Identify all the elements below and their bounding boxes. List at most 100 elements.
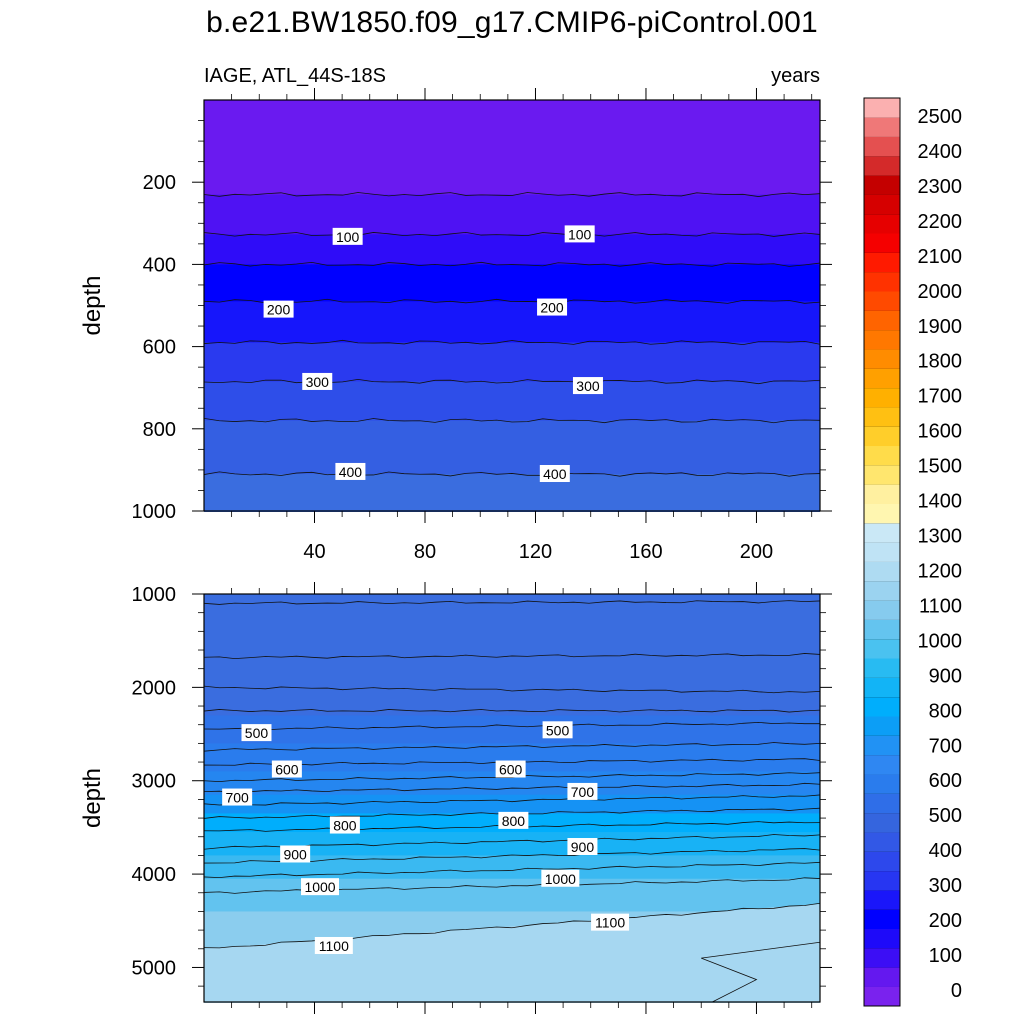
lower-contour-label: 700: [222, 788, 253, 806]
colorbar-swatch: [864, 986, 900, 1007]
lower-contour-line: [203, 902, 821, 949]
upper-band: [204, 420, 820, 476]
colorbar-swatch: [864, 754, 900, 775]
svg-text:300: 300: [576, 378, 600, 394]
colorbar-label: 900: [929, 665, 962, 687]
colorbar-label: 300: [929, 875, 962, 897]
lower-y-axis-label: depth: [79, 768, 106, 828]
colorbar-swatch: [864, 426, 900, 447]
colorbar-swatch: [864, 870, 900, 891]
colorbar-swatch: [864, 407, 900, 427]
lower-contour-line: [203, 600, 821, 605]
upper-contour-label: 300: [572, 377, 603, 395]
colorbar-swatch: [864, 793, 900, 814]
lower-contour-line: [203, 861, 821, 879]
colorbar-swatch: [864, 329, 900, 350]
svg-text:700: 700: [571, 784, 595, 800]
lower-contour-label: 600: [495, 760, 526, 778]
lower-contour-line: [203, 653, 821, 660]
upper-band: [204, 194, 820, 236]
lower-contour-label: 1100: [591, 913, 630, 931]
upper-contour-line: [203, 339, 821, 345]
colorbar-label: 2300: [918, 176, 963, 198]
colorbar-label: 1100: [919, 595, 962, 617]
colorbar-swatch: [864, 155, 900, 176]
colorbar-swatch: [864, 98, 900, 118]
upper-contour-label: 300: [302, 372, 333, 390]
upper-contour-line: [203, 192, 821, 197]
upper-band: [204, 381, 820, 422]
svg-text:1100: 1100: [319, 938, 349, 954]
lower-y-tick-label: 3000: [132, 771, 177, 793]
colorbar-swatch: [864, 561, 900, 582]
svg-text:200: 200: [540, 300, 564, 316]
upper-contour-label: 200: [537, 298, 568, 316]
lower-contour-line: [203, 772, 821, 783]
svg-text:700: 700: [225, 790, 249, 806]
colorbar-swatch: [864, 928, 900, 949]
lower-y-tick-label: 4000: [132, 864, 177, 886]
colorbar-swatch: [864, 523, 900, 543]
upper-band: [204, 474, 820, 512]
upper-y-tick-label: 1000: [132, 501, 177, 523]
colorbar-swatch: [864, 368, 900, 389]
colorbar-label: 2500: [918, 106, 963, 128]
colorbar-label: 400: [929, 840, 962, 862]
colorbar-swatch: [864, 967, 900, 987]
units-label: years: [771, 65, 820, 87]
svg-text:300: 300: [306, 374, 330, 390]
colorbar-label: 1700: [918, 386, 963, 408]
lower-contour-label: 600: [271, 760, 302, 778]
colorbar-swatch: [864, 774, 900, 794]
svg-text:100: 100: [568, 226, 592, 242]
colorbar-swatch: [864, 909, 900, 930]
lower-contour-line: [203, 709, 821, 713]
x-tick-label: 120: [519, 541, 552, 563]
colorbar-swatch: [864, 349, 900, 369]
colorbar-swatch: [864, 271, 900, 292]
colorbar-label: 600: [929, 770, 962, 792]
lower-contour-line: [203, 685, 821, 694]
colorbar-swatch: [864, 175, 900, 195]
colorbar-label: 2400: [918, 141, 963, 163]
colorbar-label: 800: [929, 700, 962, 722]
colorbar-swatch: [864, 233, 900, 253]
colorbar-label: 500: [929, 805, 962, 827]
upper-contour-label: 200: [263, 300, 294, 318]
lower-panel: 500 600 700 800 900 1000 1100 500 600 700 800 900 10…: [79, 582, 832, 1014]
colorbar-swatch: [864, 503, 900, 524]
lower-contour-line: [203, 721, 821, 731]
lower-band: [204, 794, 820, 815]
colorbar-swatch: [864, 832, 900, 852]
colorbar-swatch: [864, 619, 900, 640]
colorbar-swatch: [864, 948, 900, 968]
colorbar-label: 1300: [918, 526, 963, 548]
upper-band: [204, 301, 820, 344]
colorbar-label: 1400: [918, 491, 963, 513]
upper-band: [204, 342, 820, 383]
lower-contour-line: [203, 742, 821, 752]
lower-deep-band: [204, 903, 820, 1002]
upper-band: [204, 100, 820, 196]
colorbar-label: 1600: [918, 421, 963, 443]
upper-band: [204, 234, 820, 266]
chart-title: b.e21.BW1850.f09_g17.CMIP6-piControl.001: [206, 6, 818, 39]
upper-contour-line: [203, 231, 821, 237]
colorbar-swatch: [864, 194, 900, 215]
upper-contour-line: [203, 418, 821, 424]
colorbar-label: 1500: [918, 456, 963, 478]
svg-text:900: 900: [571, 839, 595, 855]
x-tick-label: 160: [629, 541, 662, 563]
colorbar: 0 100 200 300 400 500 600 700 800 900 1000 1100 1200…: [863, 97, 963, 1007]
svg-text:600: 600: [275, 762, 299, 778]
upper-contour-line: [203, 471, 821, 477]
upper-contour-line: [203, 298, 821, 304]
lower-band: [204, 878, 820, 913]
colorbar-swatch: [864, 136, 900, 157]
colorbar-swatch: [864, 735, 900, 756]
lower-contour-label: 1000: [301, 878, 340, 896]
colorbar-swatch: [864, 310, 900, 331]
colorbar-label: 100: [929, 945, 962, 967]
colorbar-swatch: [864, 890, 900, 910]
